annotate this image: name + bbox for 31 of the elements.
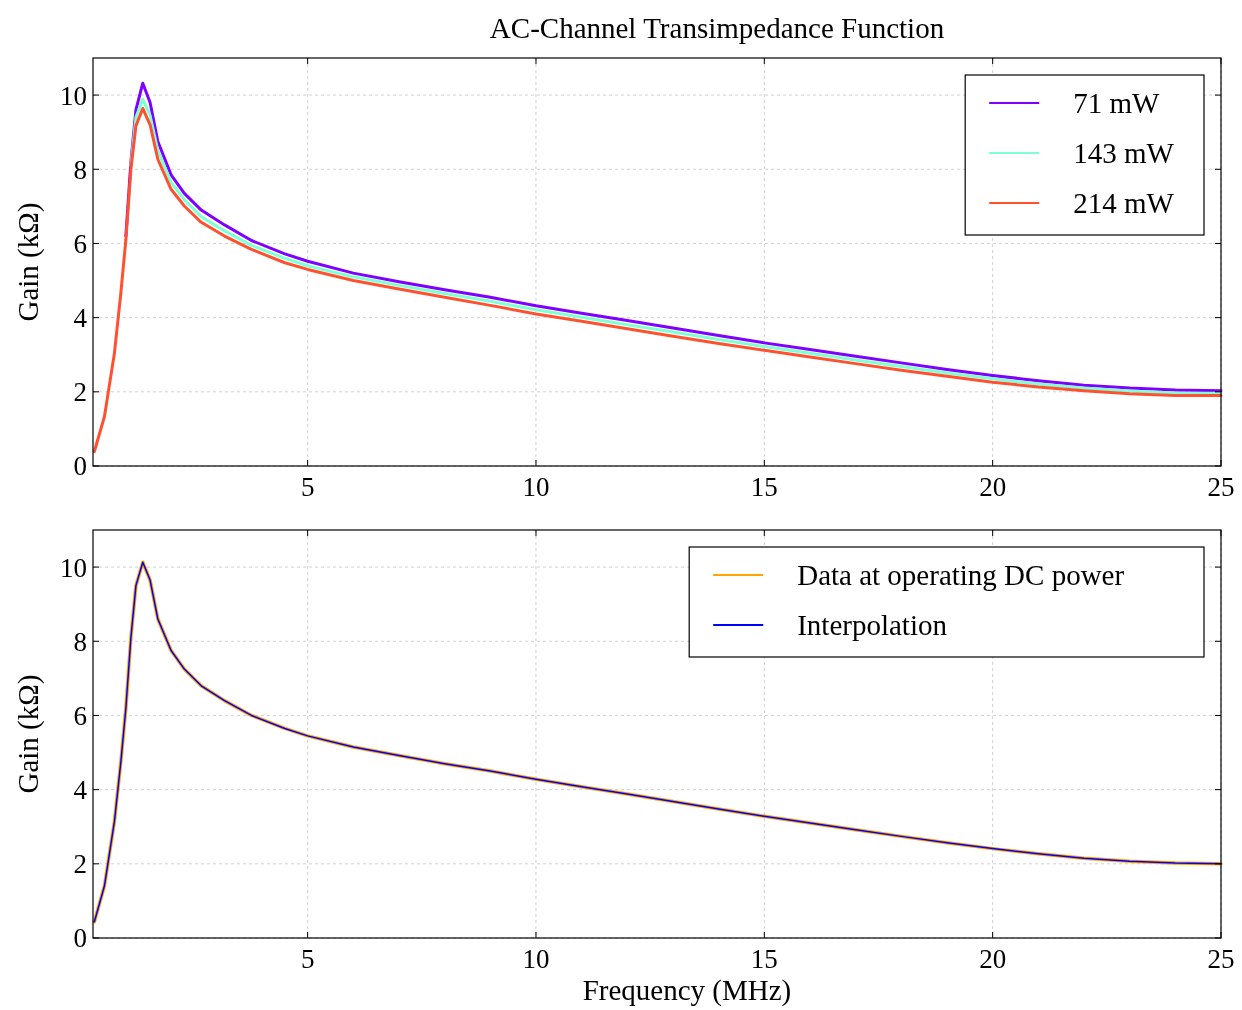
y-tick-label: 10 — [60, 80, 87, 111]
x-tick-label: 10 — [522, 472, 550, 502]
y-tick-label: 0 — [73, 451, 87, 482]
y-tick-label: 2 — [73, 849, 87, 880]
x-tick-label: 25 — [1207, 944, 1235, 974]
y-tick-label: 6 — [73, 228, 87, 259]
y-tick-label: 6 — [73, 700, 87, 731]
x-axis-title: Frequency (MHz) — [582, 974, 792, 1007]
y-tick-label: 8 — [73, 626, 87, 657]
x-tick-label: 15 — [750, 944, 778, 974]
y-tick-label: 10 — [60, 552, 87, 583]
y-tick-label: 2 — [73, 377, 87, 408]
legend-label: 71 mW — [1073, 87, 1161, 120]
legend-label: 214 mW — [1073, 187, 1175, 220]
y-tick-label: 4 — [73, 303, 88, 334]
x-tick-label: 5 — [300, 944, 315, 974]
chart-title: AC-Channel Transimpedance Function — [489, 12, 945, 44]
x-tick-label: 5 — [300, 472, 315, 502]
y-tick-label: 0 — [73, 923, 87, 954]
x-tick-label: 10 — [522, 944, 550, 974]
y-tick-label: 4 — [73, 775, 88, 806]
x-tick-label: 15 — [750, 472, 778, 502]
x-tick-label: 20 — [979, 944, 1007, 974]
y-axis-title: Gain (kΩ) — [12, 202, 45, 322]
y-tick-label: 8 — [73, 154, 87, 185]
legend-label: Interpolation — [797, 609, 948, 642]
y-axis-title: Gain (kΩ) — [12, 674, 45, 794]
x-tick-label: 25 — [1207, 472, 1235, 502]
legend-label: Data at operating DC power — [797, 559, 1125, 592]
legend-label: 143 mW — [1073, 137, 1175, 170]
x-tick-label: 20 — [979, 472, 1007, 502]
